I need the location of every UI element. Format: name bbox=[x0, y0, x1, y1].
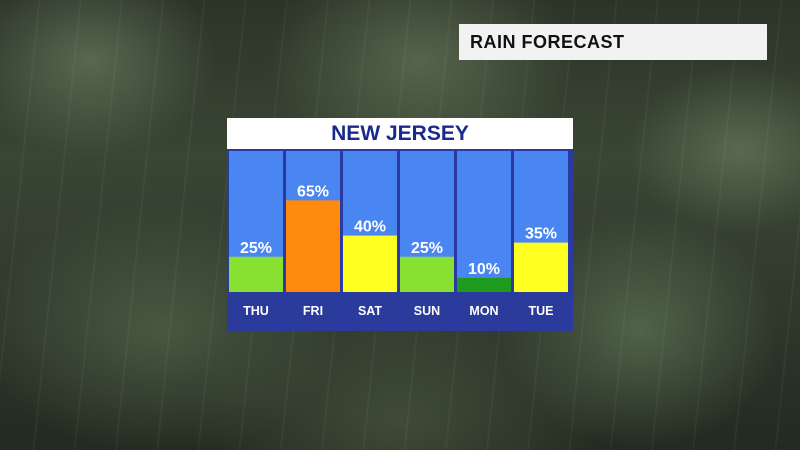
bar-mon bbox=[457, 277, 511, 292]
value-label-thu: 25% bbox=[240, 240, 272, 257]
day-label-mon: MON bbox=[469, 304, 498, 318]
day-strip-fri bbox=[286, 292, 340, 328]
day-label-sat: SAT bbox=[358, 304, 382, 318]
day-strip-sun bbox=[400, 292, 454, 328]
rain-chart: 25% THU 65% FRI 40% SAT 25% SUN 10% MON 35% TUE bbox=[229, 151, 568, 328]
day-label-thu: THU bbox=[243, 304, 269, 318]
day-strip-sat bbox=[343, 292, 397, 328]
day-strip-tue bbox=[514, 292, 568, 328]
day-strip-thu bbox=[229, 292, 283, 328]
bar-thu bbox=[229, 256, 283, 292]
value-label-tue: 35% bbox=[525, 226, 557, 243]
day-label-fri: FRI bbox=[303, 304, 323, 318]
chart-panel: 25% THU 65% FRI 40% SAT 25% SUN 10% MON 35% TUE bbox=[227, 149, 573, 331]
value-label-fri: 65% bbox=[297, 183, 329, 200]
day-label-tue: TUE bbox=[529, 304, 554, 318]
bar-fri bbox=[286, 200, 340, 292]
value-label-mon: 10% bbox=[468, 261, 500, 278]
rain-forecast-label: RAIN FORECAST bbox=[459, 24, 767, 60]
value-label-sat: 40% bbox=[354, 219, 386, 236]
column-background-mon bbox=[457, 151, 511, 292]
day-label-sun: SUN bbox=[414, 304, 440, 318]
chart-title: NEW JERSEY bbox=[227, 118, 573, 149]
day-strip-mon bbox=[457, 292, 511, 328]
bar-tue bbox=[514, 242, 568, 292]
value-label-sun: 25% bbox=[411, 240, 443, 257]
bar-sat bbox=[343, 235, 397, 292]
bar-sun bbox=[400, 256, 454, 292]
